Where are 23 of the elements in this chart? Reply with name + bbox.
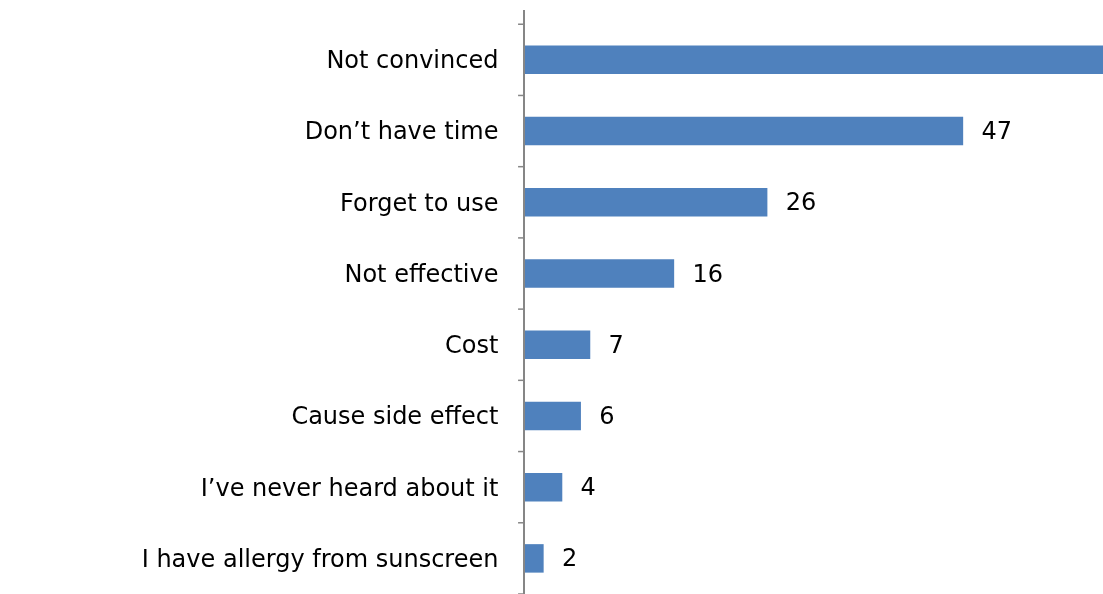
bar (525, 116, 964, 146)
y-tick-label: Not convinced (326, 46, 499, 75)
bar (525, 45, 1103, 75)
data-label: 2 (546, 544, 578, 573)
y-tick-label: Cause side effect (291, 402, 499, 431)
bar (525, 330, 591, 359)
bar (525, 472, 563, 502)
data-label: 47 (966, 117, 1012, 146)
data-label: 4 (565, 473, 596, 502)
data-label: 26 (770, 188, 817, 217)
y-tick-label: I’ve never heard about it (200, 473, 499, 502)
bar (525, 259, 675, 288)
data-label: 6 (583, 401, 615, 430)
bar (525, 544, 544, 573)
y-tick-label: Not effective (344, 259, 499, 288)
y-tick-label: Don’t have time (304, 117, 499, 146)
y-tick-label: I have allergy from sunscreen (141, 544, 499, 573)
bar (525, 188, 768, 217)
bar (525, 401, 581, 431)
data-label: 16 (677, 259, 723, 288)
y-tick-label: Cost (445, 331, 499, 360)
data-label: 7 (593, 330, 624, 359)
y-tick-label: Forget to use (340, 188, 499, 217)
